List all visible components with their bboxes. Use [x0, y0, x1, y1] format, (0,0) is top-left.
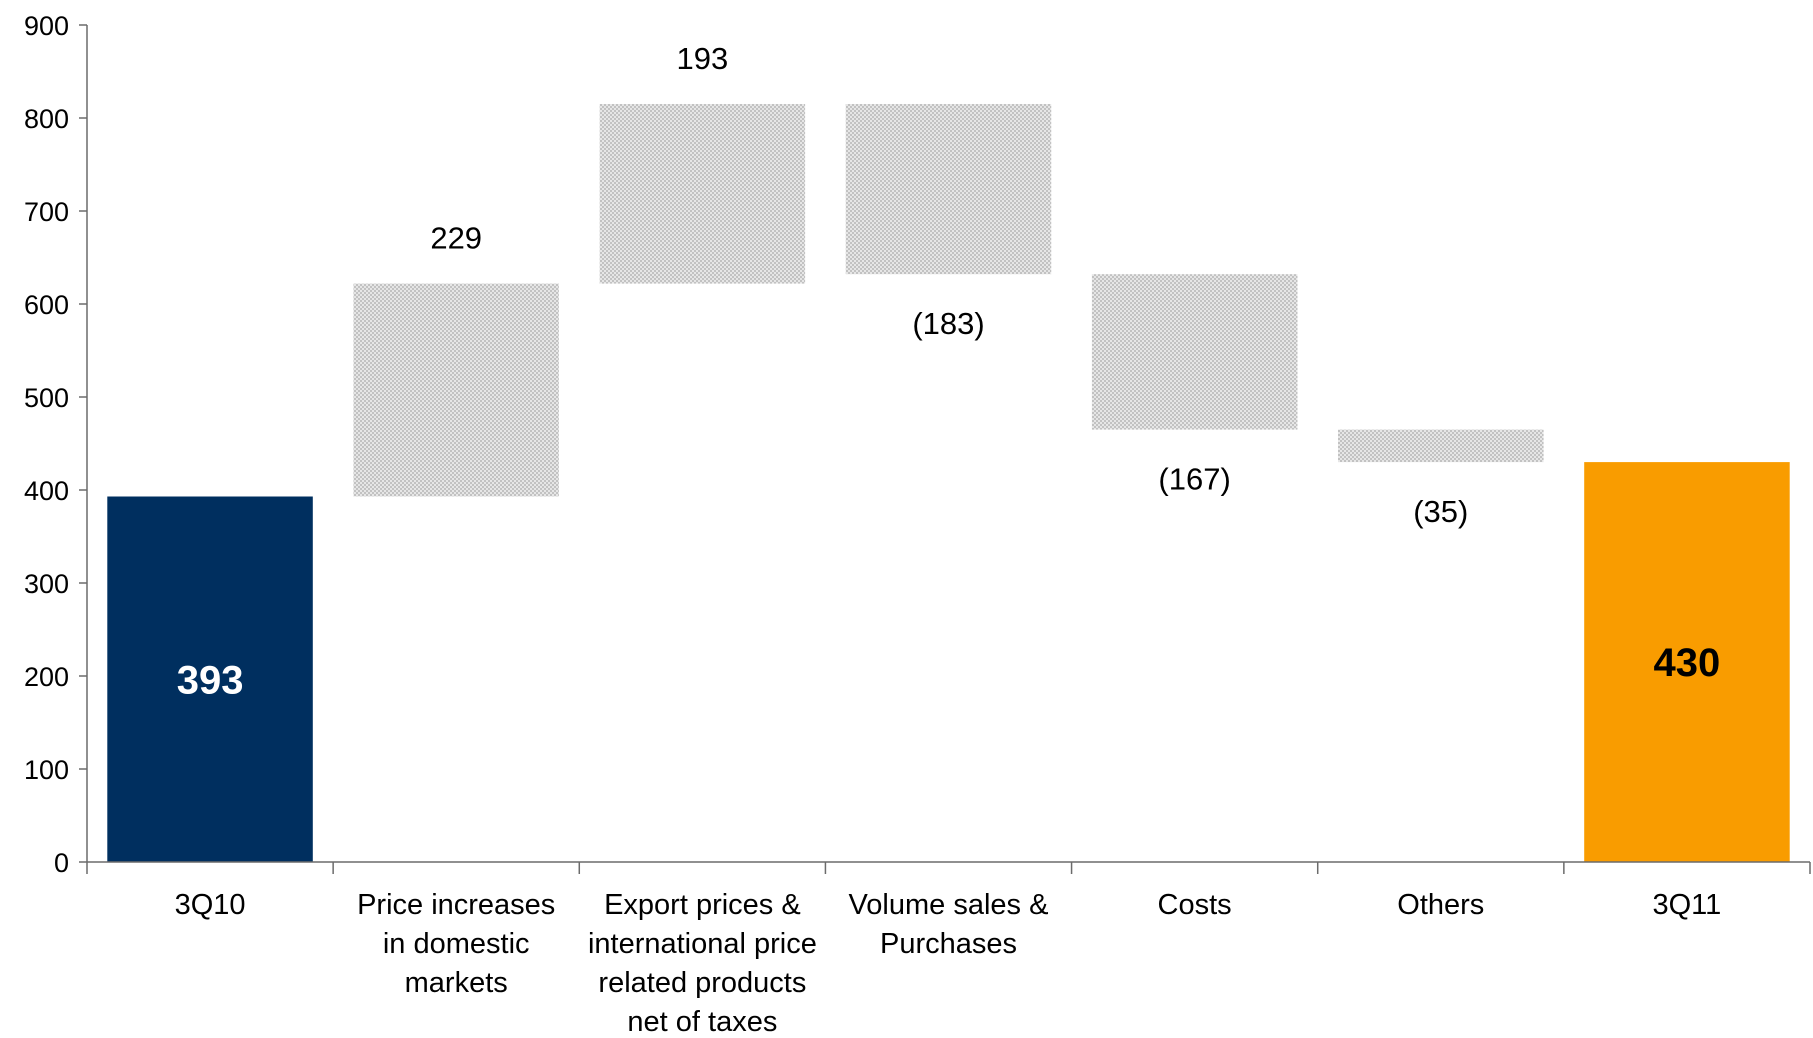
- bar-6: [1338, 429, 1544, 463]
- bar-7: [1584, 462, 1790, 862]
- labels-layer: 393 229 193 (183) (167) (35) 430: [177, 41, 1721, 702]
- bar-2: [353, 283, 559, 497]
- category-label-line: 3Q11: [1653, 889, 1722, 921]
- y-tick-label-100: 100: [24, 755, 69, 785]
- axes-layer: 0 100 200 300 400 500 600 700 800 900 3Q10 Price in…: [24, 11, 1811, 1038]
- bar-3: [599, 104, 806, 284]
- category-label-line: Others: [1397, 889, 1484, 921]
- y-tick-label-900: 900: [24, 11, 69, 41]
- bar-4: [845, 104, 1052, 275]
- y-tick-label-700: 700: [24, 197, 69, 227]
- data-label-6: (35): [1413, 494, 1468, 529]
- y-tick-label-0: 0: [54, 848, 69, 878]
- category-label-line: 3Q10: [175, 889, 246, 921]
- category-label-line: Volume sales &: [849, 889, 1049, 921]
- category-label-line: Price increases: [357, 889, 555, 921]
- y-tick-label-400: 400: [24, 476, 69, 506]
- data-label-5: (167): [1158, 462, 1230, 497]
- category-label-line: international price: [588, 928, 817, 960]
- y-tick-label-800: 800: [24, 104, 69, 134]
- category-label-7: 3Q11: [1653, 889, 1722, 921]
- category-label-4: Volume sales & Purchases: [849, 889, 1049, 960]
- y-tick-label-300: 300: [24, 569, 69, 599]
- category-label-line: related products: [598, 967, 806, 999]
- category-label-6: Others: [1397, 889, 1484, 921]
- category-label-line: Purchases: [880, 928, 1017, 960]
- data-label-1: 393: [177, 658, 244, 702]
- data-label-4: (183): [912, 306, 984, 341]
- category-label-2: Price increases in domestic markets: [357, 889, 555, 999]
- bar-1: [107, 496, 313, 862]
- category-label-line: net of taxes: [627, 1006, 777, 1038]
- bar-5: [1091, 274, 1298, 430]
- bars-layer: [107, 104, 1790, 862]
- category-label-line: Export prices &: [604, 889, 801, 921]
- category-label-line: markets: [405, 967, 508, 999]
- y-tick-label-200: 200: [24, 662, 69, 692]
- data-label-3: 193: [677, 41, 729, 76]
- category-label-line: in domestic: [383, 928, 530, 960]
- data-label-7: 430: [1654, 641, 1721, 685]
- category-label-5: Costs: [1158, 889, 1232, 921]
- category-label-3: Export prices & international price relate…: [588, 889, 817, 1038]
- y-tick-label-500: 500: [24, 383, 69, 413]
- y-tick-label-600: 600: [24, 290, 69, 320]
- category-label-1: 3Q10: [175, 889, 246, 921]
- data-label-2: 229: [430, 221, 482, 256]
- category-label-line: Costs: [1158, 889, 1232, 921]
